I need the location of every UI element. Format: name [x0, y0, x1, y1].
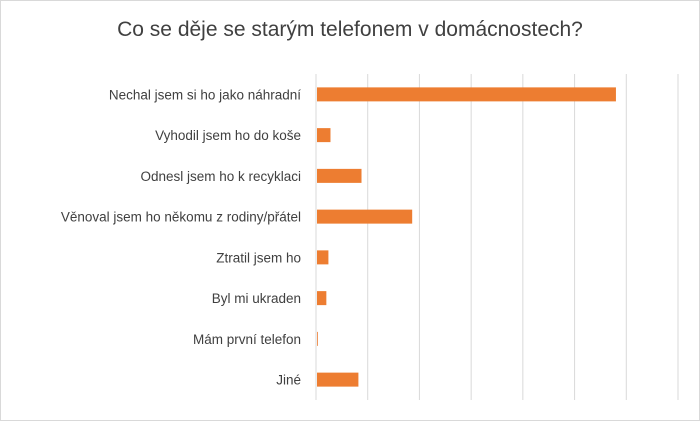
bar-3 [317, 209, 413, 224]
category-label-3: Věnoval jsem ho někomu z rodiny/přátel [61, 210, 301, 225]
category-label-6: Mám první telefon [193, 332, 301, 347]
bar-1 [317, 128, 331, 143]
bar-0 [317, 87, 616, 102]
bar-4 [317, 250, 329, 265]
category-label-0: Nechal jsem si ho jako náhradní [109, 87, 301, 102]
bar-7 [317, 372, 359, 387]
bars [317, 87, 616, 387]
category-label-2: Odnesl jsem ho k recyklaci [140, 169, 301, 184]
category-label-1: Vyhodil jsem ho do koše [155, 128, 301, 143]
bar-2 [317, 168, 362, 183]
bar-5 [317, 291, 327, 306]
category-label-4: Ztratil jsem ho [216, 250, 301, 265]
category-label-7: Jiné [276, 373, 301, 388]
chart-title: Co se děje se starým telefonem v domácno… [117, 18, 583, 41]
bar-6 [317, 331, 318, 346]
category-label-5: Byl mi ukraden [212, 291, 301, 306]
category-labels: Nechal jsem si ho jako náhradní Vyhodil j… [61, 87, 301, 387]
gridlines [367, 74, 679, 400]
